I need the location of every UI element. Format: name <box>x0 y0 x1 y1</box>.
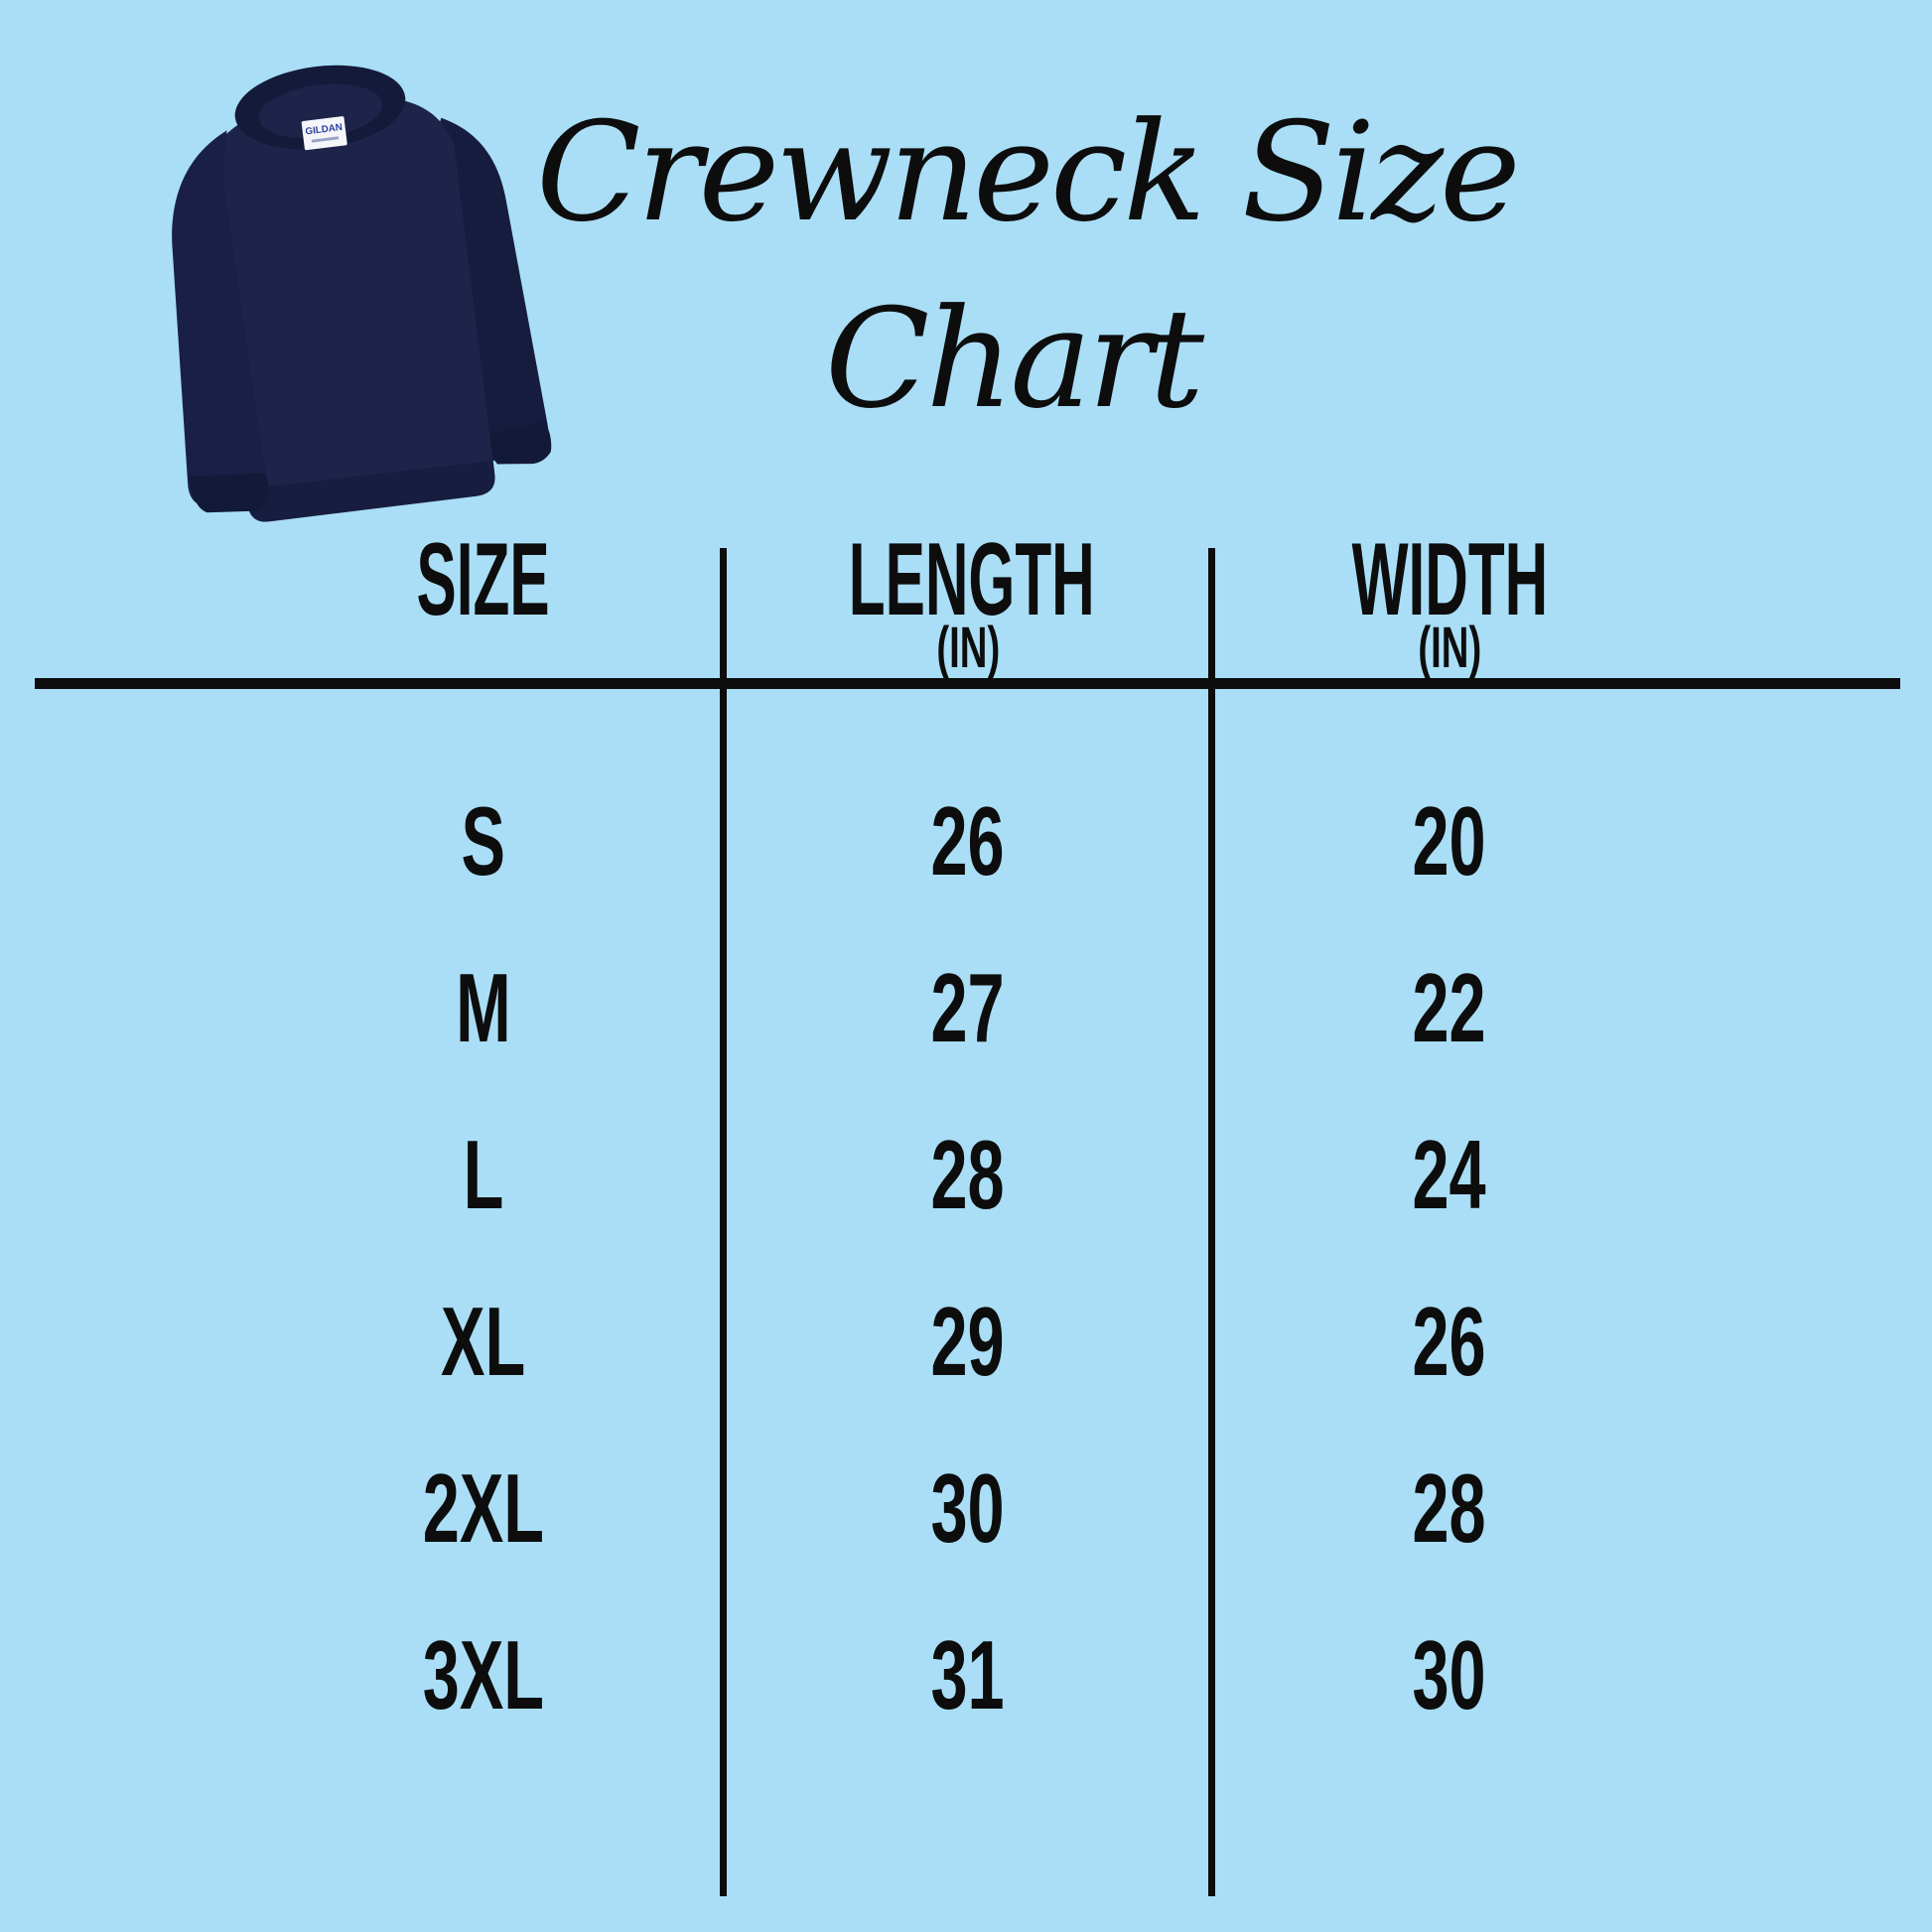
size-label: 2XL <box>422 1453 545 1563</box>
column-header-length: LENGTH (IN) <box>759 524 1176 677</box>
table-row: XL 29 26 <box>0 1258 1932 1425</box>
table-row: 3XL 31 30 <box>0 1591 1932 1758</box>
table-header-divider-line <box>35 678 1900 689</box>
width-value: 20 <box>1412 786 1487 896</box>
page-title-line-1: Crewneck Size <box>536 92 1521 252</box>
length-value: 30 <box>930 1453 1006 1563</box>
neck-tag: GILDAN <box>301 116 347 151</box>
width-value: 22 <box>1412 953 1487 1062</box>
length-value: 31 <box>930 1620 1006 1729</box>
table-row: 2XL 30 28 <box>0 1425 1932 1591</box>
width-value: 30 <box>1412 1620 1487 1729</box>
column-header-size: SIZE <box>275 524 692 635</box>
neck-tag-brand-label: GILDAN <box>305 122 344 137</box>
width-value: 26 <box>1412 1287 1487 1396</box>
table-column-divider-1 <box>720 548 727 1896</box>
column-header-length-label: LENGTH <box>848 522 1095 637</box>
table-row: S 26 20 <box>0 758 1932 924</box>
crewneck-sweatshirt-image: GILDAN <box>53 0 622 603</box>
width-value: 24 <box>1412 1120 1487 1229</box>
width-value: 28 <box>1412 1453 1487 1563</box>
column-header-size-label: SIZE <box>416 522 551 637</box>
page-title-line-2: Chart <box>824 279 1204 439</box>
table-row: M 27 22 <box>0 924 1932 1091</box>
size-label: XL <box>441 1287 526 1396</box>
column-header-width-unit: (IN) <box>1418 616 1481 680</box>
length-value: 29 <box>930 1287 1006 1396</box>
size-label: L <box>463 1120 504 1229</box>
size-label: S <box>461 786 506 896</box>
column-header-length-unit: (IN) <box>936 616 1000 680</box>
crewneck-sweatshirt-graphic: GILDAN <box>172 65 552 522</box>
length-value: 27 <box>930 953 1006 1062</box>
size-label: 3XL <box>422 1620 545 1729</box>
page-title: Crewneck Size Chart <box>536 28 1521 453</box>
column-header-width: WIDTH (IN) <box>1241 524 1658 677</box>
size-label: M <box>456 953 511 1062</box>
table-row: L 28 24 <box>0 1091 1932 1258</box>
column-header-width-label: WIDTH <box>1351 522 1548 637</box>
length-value: 26 <box>930 786 1006 896</box>
table-column-divider-2 <box>1208 548 1215 1896</box>
length-value: 28 <box>930 1120 1006 1229</box>
